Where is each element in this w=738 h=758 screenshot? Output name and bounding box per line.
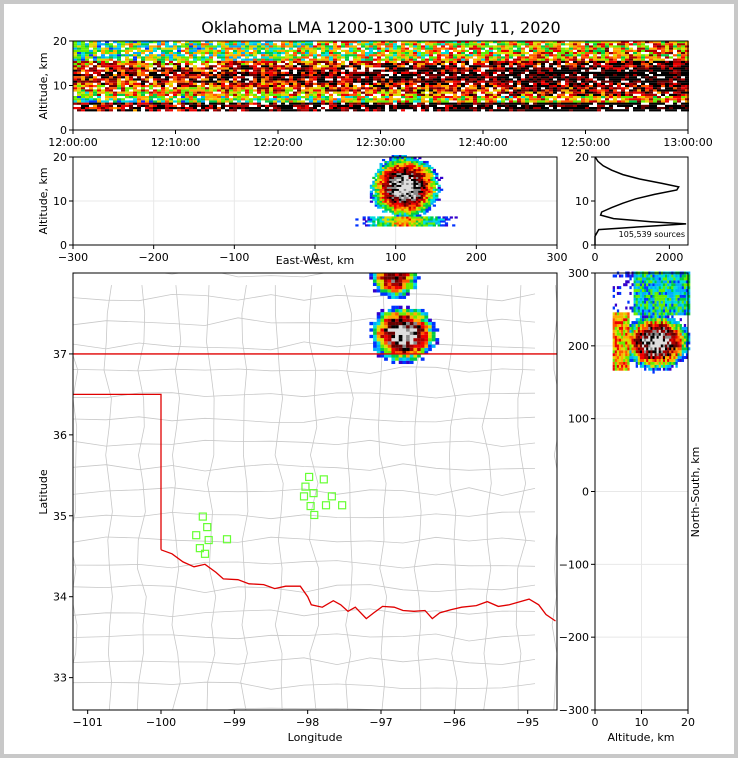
ew-tick-label: −300: [58, 251, 88, 264]
time-tick-label: 13:00:00: [663, 136, 712, 149]
ns-tick-label: −300: [559, 704, 589, 717]
station-marker: [301, 482, 310, 491]
ew-tick-label: −200: [139, 251, 169, 264]
station-marker: [309, 489, 318, 498]
ns-ylabel: North-South, km: [689, 447, 702, 538]
time-tick-label: 12:40:00: [458, 136, 507, 149]
count-tick-label: 0: [592, 251, 599, 264]
ew-tick-label: 100: [385, 251, 406, 264]
ew-xlabel: East-West, km: [276, 254, 354, 267]
time-tick-label: 12:50:00: [561, 136, 610, 149]
ew-altitude-density: [355, 155, 458, 227]
station-marker: [321, 501, 331, 510]
altitude-tick-label: 0: [60, 239, 67, 252]
time-tick-label: 12:00:00: [48, 136, 97, 149]
longitude-tick-label: −100: [146, 716, 176, 729]
count-tick-label: 2000: [655, 251, 683, 264]
station-marker: [222, 535, 232, 544]
station-marker: [319, 475, 328, 484]
plan-view-density: [369, 273, 440, 365]
station-marker: [299, 492, 309, 501]
figure-title: Oklahoma LMA 1200-1300 UTC July 11, 2020: [201, 18, 560, 37]
ew-tick-label: 300: [547, 251, 568, 264]
station-marker: [200, 549, 210, 558]
altitude-tick-label: 20: [575, 151, 589, 164]
longitude-tick-label: −101: [73, 716, 103, 729]
longitude-tick-label: −97: [369, 716, 392, 729]
ns-tick-label: 0: [582, 486, 589, 499]
longitude-tick-label: −98: [296, 716, 319, 729]
time-tick-label: 12:30:00: [356, 136, 405, 149]
state-border-line: [73, 353, 557, 550]
ns-tick-label: −200: [559, 631, 589, 644]
altitude-tick-label: 20: [681, 716, 695, 729]
altitude-tick-label: 20: [53, 151, 67, 164]
time-tick-label: 12:20:00: [253, 136, 302, 149]
longitude-tick-label: −99: [223, 716, 246, 729]
longitude-tick-label: −96: [443, 716, 466, 729]
ns-tick-label: 200: [568, 340, 589, 353]
latitude-tick-label: 36: [53, 429, 67, 442]
time-height-panel: 12:00:00 12:10:00 12:20:00 12:30:00 12:40:00…: [37, 35, 713, 149]
station-marker: [204, 535, 213, 545]
ns-tick-label: 100: [568, 413, 589, 426]
station-marker: [305, 472, 314, 482]
station-marker: [192, 531, 201, 540]
ew-altitude-ylabel: Altitude, km: [37, 167, 50, 234]
source-count: 105,539 sources: [619, 230, 685, 239]
lma-stations: [192, 472, 347, 558]
latitude-tick-label: 34: [53, 591, 67, 604]
altitude-tick-label: 10: [53, 80, 67, 93]
station-marker: [306, 501, 315, 511]
station-marker: [327, 492, 336, 501]
plan-view-map: −101 −100 −99 −98 −97 −96 −95 33 34 35 36 37 Latitu…: [37, 272, 558, 744]
alt-ns-panel: 0 10 20 −300 −200 −100 0 100 200 300 Altitude, km…: [559, 267, 702, 744]
altitude-profile-line: [594, 156, 687, 245]
red-river-border: [160, 549, 556, 622]
ns-tick-label: 300: [568, 267, 589, 280]
ew-tick-label: −100: [219, 251, 249, 264]
latitude-tick-label: 37: [53, 348, 67, 361]
altitude-tick-label: 0: [592, 716, 599, 729]
station-marker: [310, 510, 319, 520]
map-xlabel: Longitude: [288, 731, 343, 744]
station-marker: [195, 544, 204, 553]
altitude-tick-label: 0: [582, 239, 589, 252]
time-height-ylabel: Altitude, km: [37, 52, 50, 119]
ns-tick-label: −100: [559, 558, 589, 571]
altitude-histogram-panel: 0 2000 0 10 20 105,539 sources: [575, 151, 689, 264]
station-marker: [338, 501, 347, 510]
ew-altitude-panel: −300 −200 −100 0 100 200 300 0 10 20 Altitude, km…: [37, 151, 568, 267]
latitude-tick-label: 35: [53, 510, 67, 523]
county-lines: [73, 273, 557, 710]
latitude-tick-label: 33: [53, 672, 67, 685]
time-height-density: [73, 41, 689, 112]
map-ylabel: Latitude: [37, 469, 50, 515]
figure-frame: Oklahoma LMA 1200-1300 UTC July 11, 2020…: [4, 4, 734, 754]
altitude-tick-label: 10: [575, 195, 589, 208]
alt-ns-xlabel: Altitude, km: [607, 731, 674, 744]
ew-tick-label: 0: [312, 251, 319, 264]
altitude-tick-label: 0: [60, 124, 67, 137]
longitude-tick-label: −95: [516, 716, 539, 729]
time-tick-label: 12:10:00: [151, 136, 200, 149]
station-marker: [198, 512, 207, 521]
altitude-tick-label: 10: [53, 195, 67, 208]
altitude-tick-label: 20: [53, 35, 67, 48]
ew-tick-label: 200: [466, 251, 487, 264]
station-marker: [203, 523, 212, 532]
lma-figure: Oklahoma LMA 1200-1300 UTC July 11, 2020…: [37, 18, 713, 744]
map-frame: [72, 272, 558, 711]
altitude-tick-label: 10: [635, 716, 649, 729]
